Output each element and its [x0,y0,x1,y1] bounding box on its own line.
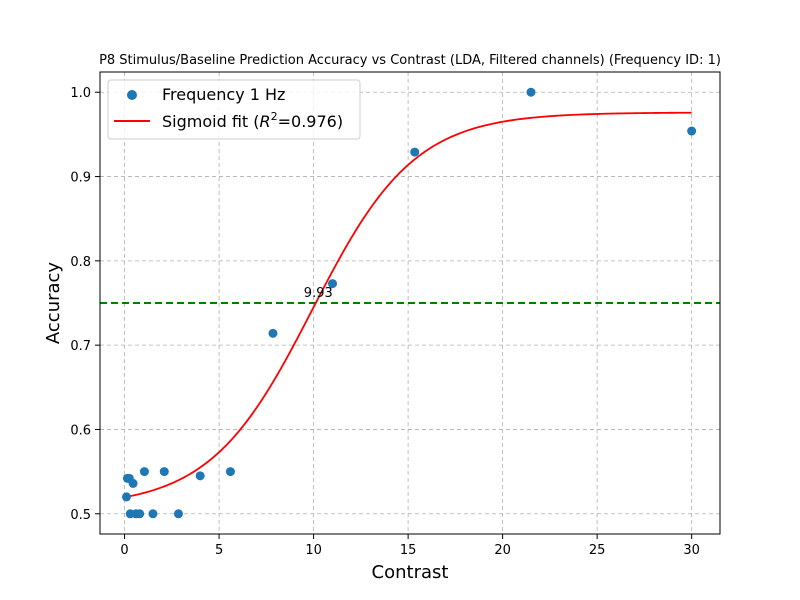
y-tick-label: 0.9 [70,171,91,186]
data-point [526,87,536,97]
data-point [121,492,131,502]
data-point [173,509,183,519]
data-point [159,467,169,477]
x-tick-label: 30 [683,543,700,558]
x-tick-label: 10 [305,543,322,558]
data-point [410,147,420,157]
legend-label-fit-post: =0.976) [278,112,343,131]
annotations: 9.93 [304,286,333,301]
data-point [328,279,337,289]
x-tick-label: 15 [400,543,417,558]
x-tick-label: 25 [589,543,606,558]
threshold-annotation: 9.93 [304,286,333,301]
y-axis-ticks: 0.5 0.6 0.7 0.8 0.9 1.0 [70,86,100,523]
legend-box [107,79,361,140]
plot-frame [99,71,721,535]
legend-marker-scatter [127,90,137,100]
x-tick-label: 5 [215,543,223,558]
x-axis-ticks: 0 5 10 15 20 25 30 [120,534,700,558]
data-point [195,471,205,481]
legend-label-scatter: Frequency 1 Hz [162,85,285,104]
y-tick-label: 0.5 [70,508,91,523]
data-point [139,467,149,477]
y-tick-label: 0.8 [70,255,91,270]
x-tick-label: 20 [494,543,511,558]
legend-label-fit-r: R [260,112,271,131]
legend-label-fit: Sigmoid fit (R2=0.976) [162,110,343,131]
scatter-points [121,87,697,519]
chart-title: P8 Stimulus/Baseline Prediction Accuracy… [99,53,721,68]
data-point [148,509,158,519]
y-tick-label: 1.0 [70,86,91,101]
legend-label-fit-pre: Sigmoid fit ( [162,112,260,131]
data-point [268,328,278,338]
data-point [128,478,138,488]
legend: Frequency 1 Hz Sigmoid fit (R2=0.976) [107,79,361,140]
sigmoid-fit-line [124,111,692,499]
y-axis-label: Accuracy [43,262,64,345]
legend-label-fit-sup: 2 [271,110,278,123]
y-tick-label: 0.6 [70,423,91,438]
x-tick-label: 0 [120,543,128,558]
x-axis-label: Contrast [372,562,449,583]
data-point [135,509,145,519]
y-tick-label: 0.7 [70,339,91,354]
data-point [225,467,235,477]
data-point [687,126,697,136]
fit-curve [124,111,692,499]
